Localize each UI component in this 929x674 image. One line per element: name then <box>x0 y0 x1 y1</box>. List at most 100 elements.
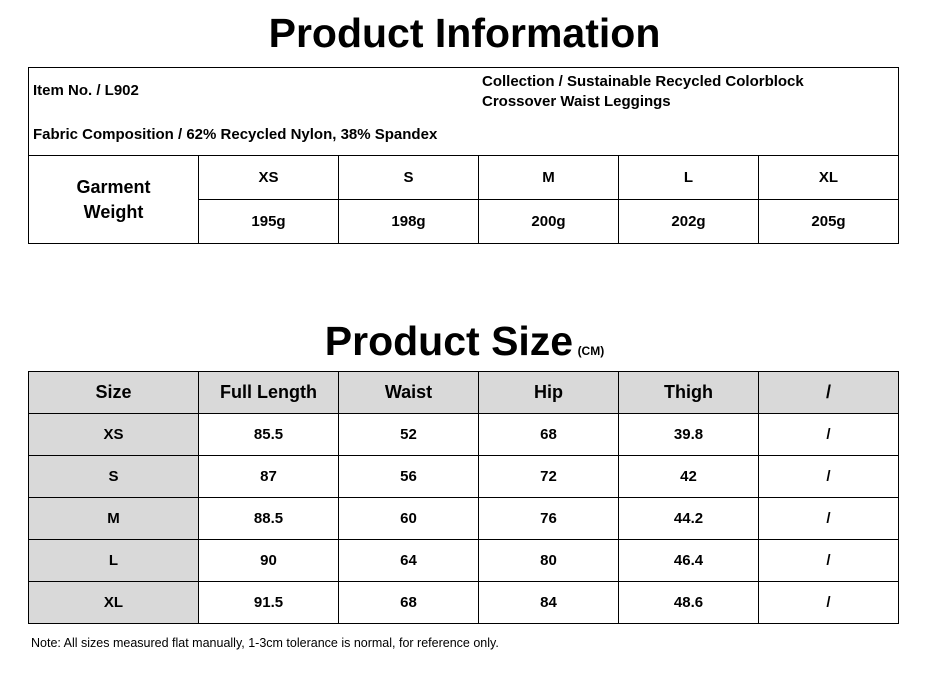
note: Note: All sizes measured flat manually, … <box>31 636 499 650</box>
size-value-text: 46.4 <box>673 552 704 569</box>
size-value-text: 68 <box>540 426 557 443</box>
size-value-text: 68 <box>400 594 417 611</box>
size-value: / <box>758 581 899 624</box>
size-value: 91.5 <box>198 581 339 624</box>
size-value-text: / <box>826 510 831 527</box>
weight-label: Garment Weight <box>28 155 199 244</box>
size-label: S <box>28 455 199 498</box>
size-header: / <box>758 371 899 414</box>
size-value-text: 90 <box>260 552 277 569</box>
size-value-text: 85.5 <box>253 426 284 443</box>
weight-size-text: XL <box>818 169 839 186</box>
size-heading: Product Size (CM) <box>0 318 929 365</box>
size-value-text: 76 <box>540 510 557 527</box>
weight-value-text: 205g <box>811 213 846 230</box>
weight-value: 205g <box>758 199 899 244</box>
size-value-text: 72 <box>540 468 557 485</box>
size-label: XS <box>28 413 199 456</box>
size-value-text: / <box>826 552 831 569</box>
size-value-text: / <box>826 594 831 611</box>
size-header: Size <box>28 371 199 414</box>
size-value-text: 44.2 <box>673 510 704 527</box>
size-value-text: 87 <box>260 468 277 485</box>
size-header-text: Hip <box>534 382 563 402</box>
weight-size-text: S <box>403 169 414 186</box>
size-value: / <box>758 413 899 456</box>
size-value: 52 <box>338 413 479 456</box>
size-value: 42 <box>618 455 759 498</box>
size-value-text: 84 <box>540 594 557 611</box>
size-title: Product Size <box>324 318 574 364</box>
weight-value-text: 202g <box>671 213 706 230</box>
size-value: 64 <box>338 539 479 582</box>
size-label: XL <box>28 581 199 624</box>
size-value: 48.6 <box>618 581 759 624</box>
weight-size-text: XS <box>258 169 279 186</box>
size-label-text: M <box>107 510 120 527</box>
size-value-text: 64 <box>400 552 417 569</box>
size-value-text: 60 <box>400 510 417 527</box>
size-label-text: XS <box>103 426 124 443</box>
collection: Collection / Sustainable Recycled Colorb… <box>482 73 804 110</box>
size-value-text: / <box>826 426 831 443</box>
weight-value-text: 200g <box>531 213 566 230</box>
size-label-text: L <box>108 552 119 569</box>
weight-label-text: Garment Weight <box>76 176 151 222</box>
weight-size-text: L <box>683 169 694 186</box>
size-value: / <box>758 539 899 582</box>
size-value: 90 <box>198 539 339 582</box>
size-value: 76 <box>478 497 619 540</box>
size-value-text: 48.6 <box>673 594 704 611</box>
size-header-text: / <box>825 382 831 402</box>
size-unit: (CM) <box>577 344 605 358</box>
size-value-text: 52 <box>400 426 417 443</box>
weight-value-text: 198g <box>391 213 426 230</box>
weight-size: M <box>478 155 619 200</box>
size-value-text: 80 <box>540 552 557 569</box>
size-value: 84 <box>478 581 619 624</box>
size-header: Hip <box>478 371 619 414</box>
size-value: 87 <box>198 455 339 498</box>
size-header-text: Waist <box>384 382 433 402</box>
weight-value-text: 195g <box>251 213 286 230</box>
size-value: 60 <box>338 497 479 540</box>
weight-size: L <box>618 155 759 200</box>
size-value: 46.4 <box>618 539 759 582</box>
size-header: Waist <box>338 371 479 414</box>
size-value: 39.8 <box>618 413 759 456</box>
size-value: / <box>758 455 899 498</box>
size-header: Full Length <box>198 371 339 414</box>
size-header: Thigh <box>618 371 759 414</box>
size-value: 56 <box>338 455 479 498</box>
size-value: 85.5 <box>198 413 339 456</box>
size-value: / <box>758 497 899 540</box>
weight-value: 198g <box>338 199 479 244</box>
weight-value: 195g <box>198 199 339 244</box>
size-value: 68 <box>338 581 479 624</box>
size-value-text: 42 <box>680 468 697 485</box>
size-value: 72 <box>478 455 619 498</box>
size-label-text: S <box>108 468 119 485</box>
size-header-text: Full Length <box>220 382 317 402</box>
size-value: 68 <box>478 413 619 456</box>
size-value-text: / <box>826 468 831 485</box>
weight-size: S <box>338 155 479 200</box>
size-value-text: 39.8 <box>673 426 704 443</box>
weight-value: 200g <box>478 199 619 244</box>
weight-size: XS <box>198 155 339 200</box>
size-header-text: Thigh <box>664 382 713 402</box>
weight-size: XL <box>758 155 899 200</box>
size-value-text: 91.5 <box>253 594 284 611</box>
title: Product Information <box>268 10 661 56</box>
size-label-text: XL <box>103 594 124 611</box>
size-value-text: 56 <box>400 468 417 485</box>
weight-size-text: M <box>542 169 555 186</box>
weight-value: 202g <box>618 199 759 244</box>
size-value: 88.5 <box>198 497 339 540</box>
size-label: L <box>28 539 199 582</box>
fabric: Fabric Composition / 62% Recycled Nylon,… <box>33 126 438 143</box>
size-value: 44.2 <box>618 497 759 540</box>
item-no: Item No. / L902 <box>33 82 139 99</box>
size-value-text: 88.5 <box>253 510 284 527</box>
